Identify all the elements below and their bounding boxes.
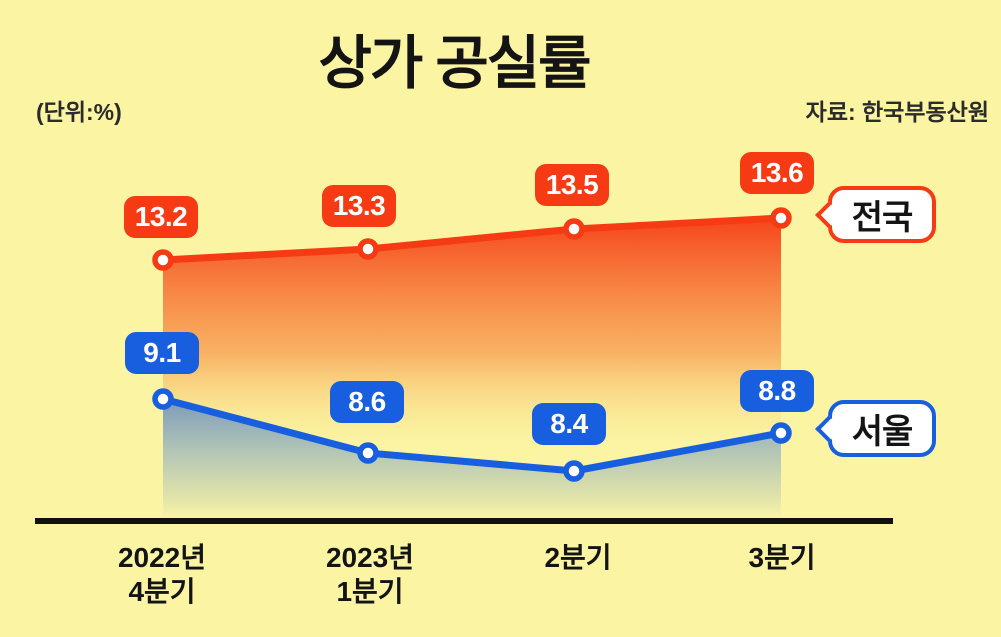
x-tick-line: 2022년 [117, 542, 207, 573]
national-point-2 [563, 218, 585, 240]
x-tick-line: 1분기 [336, 576, 404, 607]
x-tick-2022-q4: 2022년 4분기 [118, 541, 206, 609]
seoul-area-fill [163, 399, 781, 519]
seoul-point-1 [357, 442, 379, 464]
x-tick-line: 2분기 [544, 542, 612, 573]
unit-note: (단위:%) [36, 99, 122, 125]
national-line [159, 214, 785, 264]
seoul-point-3 [770, 422, 792, 444]
value-badge-seoul-q3: 8.4 [532, 403, 606, 445]
seoul-point-0 [152, 388, 174, 410]
legend-seoul: 서울 [828, 400, 936, 457]
x-tick-line: 4분기 [128, 576, 196, 607]
seoul-line [159, 395, 785, 475]
value-badge-national-q2: 13.3 [322, 185, 396, 227]
value-badge-seoul-q4: 8.8 [740, 370, 814, 412]
seoul-point-2 [563, 460, 585, 482]
national-point-1 [357, 238, 379, 260]
x-tick-2023-q1: 2023년 1분기 [326, 541, 414, 609]
x-tick-q2: 2분기 [544, 541, 611, 575]
value-badge-seoul-q1: 9.1 [125, 332, 199, 374]
value-badge-national-q3: 13.5 [535, 164, 609, 206]
value-badge-national-q1: 13.2 [124, 196, 198, 238]
x-axis-line [35, 518, 893, 524]
source-note: 자료: 한국부동산원 [805, 99, 989, 125]
national-point-0 [152, 249, 174, 271]
page-title: 상가 공실률 [318, 31, 592, 96]
legend-national: 전국 [828, 186, 936, 243]
x-tick-q3: 3분기 [748, 541, 815, 575]
national-point-3 [770, 207, 792, 229]
value-badge-seoul-q2: 8.6 [330, 381, 404, 423]
x-tick-line: 3분기 [748, 542, 816, 573]
x-tick-line: 2023년 [325, 542, 415, 573]
value-badge-national-q4: 13.6 [740, 152, 814, 194]
